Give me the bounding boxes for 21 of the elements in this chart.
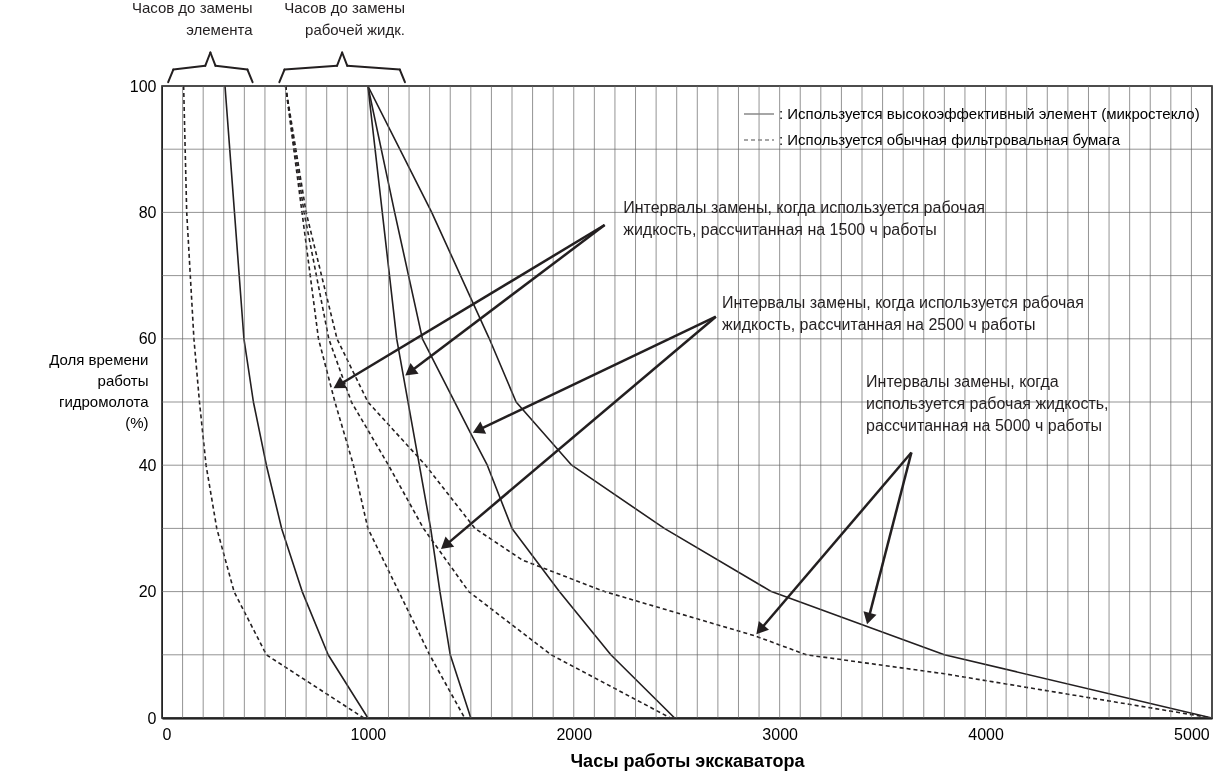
y-tick-label: 40: [138, 456, 157, 474]
y-tick-label: 100: [129, 77, 157, 95]
annotation: Интервалы замены, когда используется рабочая жидкость, рассчитанная на 5000 ч работы: [866, 372, 1109, 434]
x-tick-label: 3000: [762, 725, 799, 743]
x-tick-label: 4000: [968, 725, 1004, 743]
annotation: Интервалы замены, когда используется рабочая жидкость, рассчитанная на 2500 ч работы: [722, 293, 1084, 333]
y-tick-label: 0: [147, 709, 157, 727]
text: : Используется обычная фильтровальная бумага: [779, 131, 1121, 148]
text: Часов до замены элемента: [131, 0, 254, 38]
y-tick-label: 20: [138, 583, 157, 601]
text: Часов до замены рабочей жидк.: [284, 0, 405, 38]
x-tick-label: 2000: [556, 725, 593, 743]
y-tick-label: 60: [138, 330, 157, 348]
x-tick-label: 1000: [350, 725, 387, 743]
text: : Используется высокоэффективный элемент (микростекло): [779, 105, 1200, 122]
annotation: Интервалы замены, когда используется рабочая жидкость, рассчитанная на 1500 ч работы: [623, 198, 986, 238]
x-tick-label: 0: [162, 725, 172, 743]
x-axis-title: Часы работы экскаватора: [570, 750, 806, 771]
y-axis-title: Доля времени работы гидромолота (%): [49, 350, 150, 431]
x-tick-label: 5000: [1174, 725, 1210, 743]
y-tick-label: 80: [138, 203, 157, 221]
